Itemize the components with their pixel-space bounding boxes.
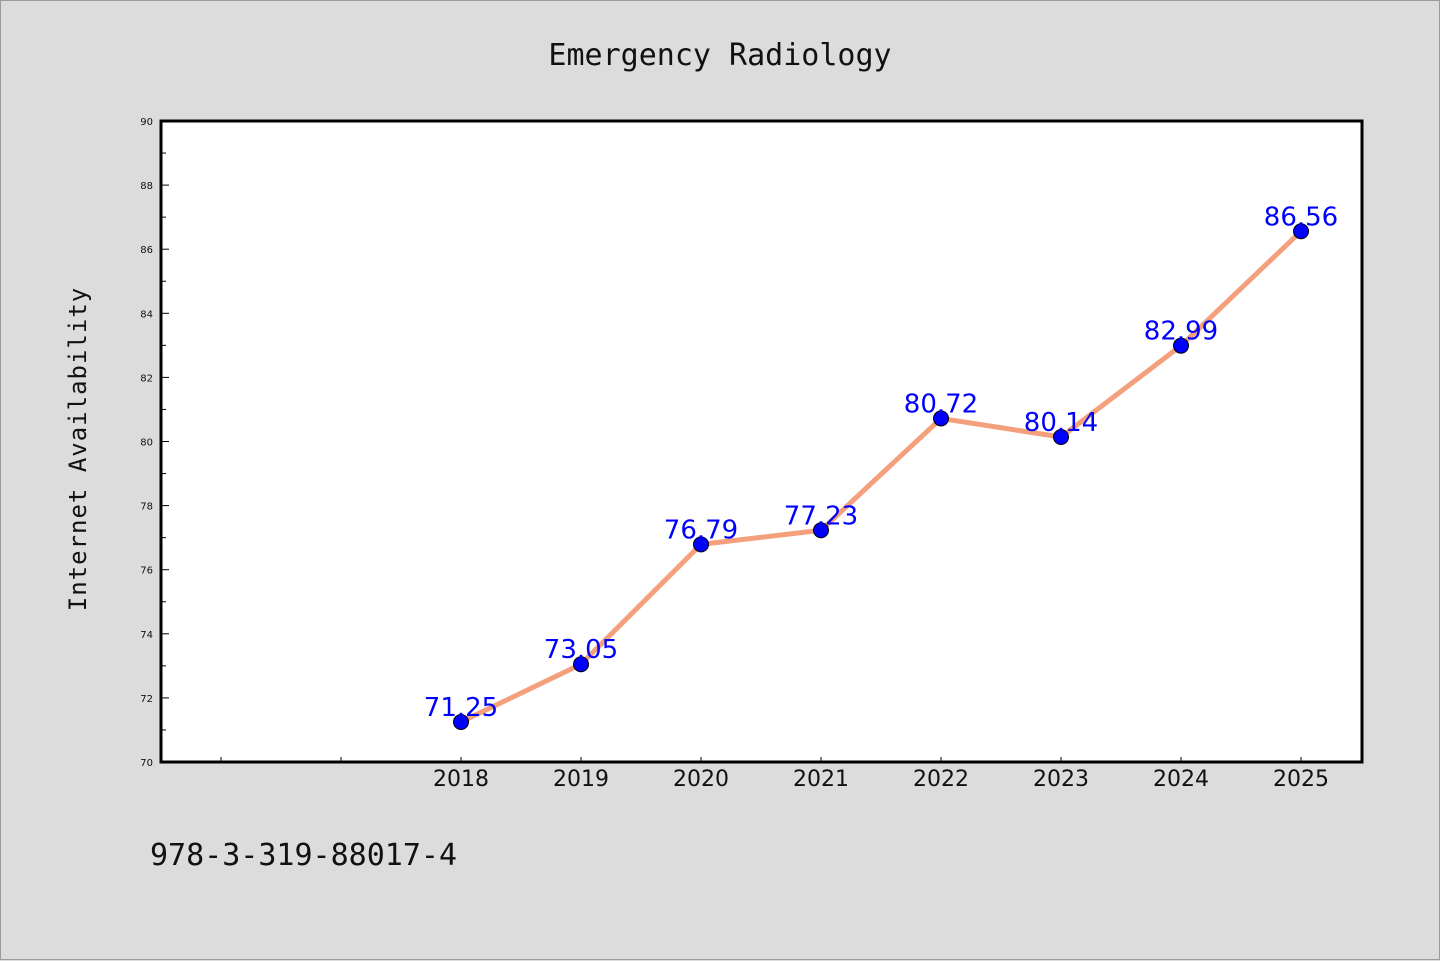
y-tick-label: 72	[140, 694, 153, 705]
y-tick-label: 78	[140, 502, 153, 513]
y-tick-label: 80	[140, 438, 153, 449]
data-label: 76.79	[664, 515, 738, 545]
data-label: 77.23	[784, 501, 858, 531]
x-tick-label: 2025	[1273, 767, 1329, 792]
data-label: 73.05	[544, 635, 618, 665]
x-tick-label: 2019	[553, 767, 609, 792]
y-tick-label: 82	[140, 373, 153, 384]
x-tick-label: 2021	[793, 767, 849, 792]
data-label: 80.14	[1024, 408, 1098, 438]
x-tick-label: 2023	[1033, 767, 1089, 792]
data-label: 71.25	[424, 693, 498, 723]
data-label: 80.72	[904, 389, 978, 419]
data-label: 82.99	[1144, 317, 1218, 347]
chart-title: Emergency Radiology	[548, 38, 891, 73]
y-tick-label: 90	[140, 117, 153, 128]
data-point	[693, 536, 709, 553]
plot-area	[159, 119, 1364, 764]
series-line	[459, 229, 1303, 725]
isbn-footer: 978-3-319-88017-4	[150, 838, 457, 873]
x-tick-label: 2018	[433, 767, 489, 792]
y-tick-label: 84	[140, 309, 153, 320]
data-point	[1173, 337, 1189, 354]
data-point	[933, 410, 949, 427]
data-point	[573, 656, 589, 673]
data-label: 86.56	[1264, 202, 1338, 232]
x-axis-ticks: 2018 2019 2020 2021 2022 2023 2024 2025	[220, 757, 1329, 792]
y-tick-label: 86	[140, 245, 153, 256]
y-tick-label: 74	[140, 630, 153, 641]
data-point	[1053, 429, 1069, 446]
y-tick-label: 88	[140, 181, 153, 192]
series-line-group	[459, 229, 1303, 725]
y-axis-label: Internet Availability	[64, 287, 92, 611]
data-point	[453, 713, 469, 730]
y-axis-ticks: 70 72 74 76 78 80 82 84 86 88 90	[140, 117, 169, 769]
y-tick-label: 76	[140, 566, 153, 577]
y-tick-label: 70	[140, 758, 153, 769]
x-tick-label: 2024	[1153, 767, 1209, 792]
data-points	[453, 223, 1309, 730]
data-point	[1293, 223, 1309, 240]
x-tick-label: 2022	[913, 767, 969, 792]
data-labels: 71.25 73.05 76.79 77.23 80.72 80.14 82.99 86.56	[424, 202, 1338, 723]
data-point	[813, 522, 829, 539]
x-tick-label: 2020	[673, 767, 729, 792]
